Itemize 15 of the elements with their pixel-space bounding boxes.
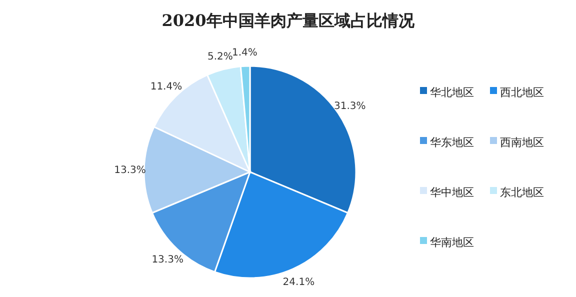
data-label: 13.3% [152, 254, 184, 266]
legend-label: 西北地区 [500, 86, 544, 99]
data-label: 11.4% [150, 82, 182, 93]
legend-label: 华东地区 [430, 136, 474, 149]
data-label: 31.3% [334, 100, 366, 112]
legend-label: 西南地区 [500, 136, 544, 149]
legend-label: 华北地区 [430, 86, 474, 99]
data-label: 13.3% [114, 164, 146, 176]
legend-label: 东北地区 [500, 186, 544, 199]
legend-label: 华中地区 [430, 186, 474, 199]
chart-title: 2020年中国羊肉产量区域占比情况 [162, 11, 416, 30]
legend-label: 华南地区 [430, 236, 474, 249]
data-label: 24.1% [282, 277, 315, 288]
data-label: 5.2% [207, 51, 233, 62]
data-label: 1.4% [232, 48, 258, 59]
